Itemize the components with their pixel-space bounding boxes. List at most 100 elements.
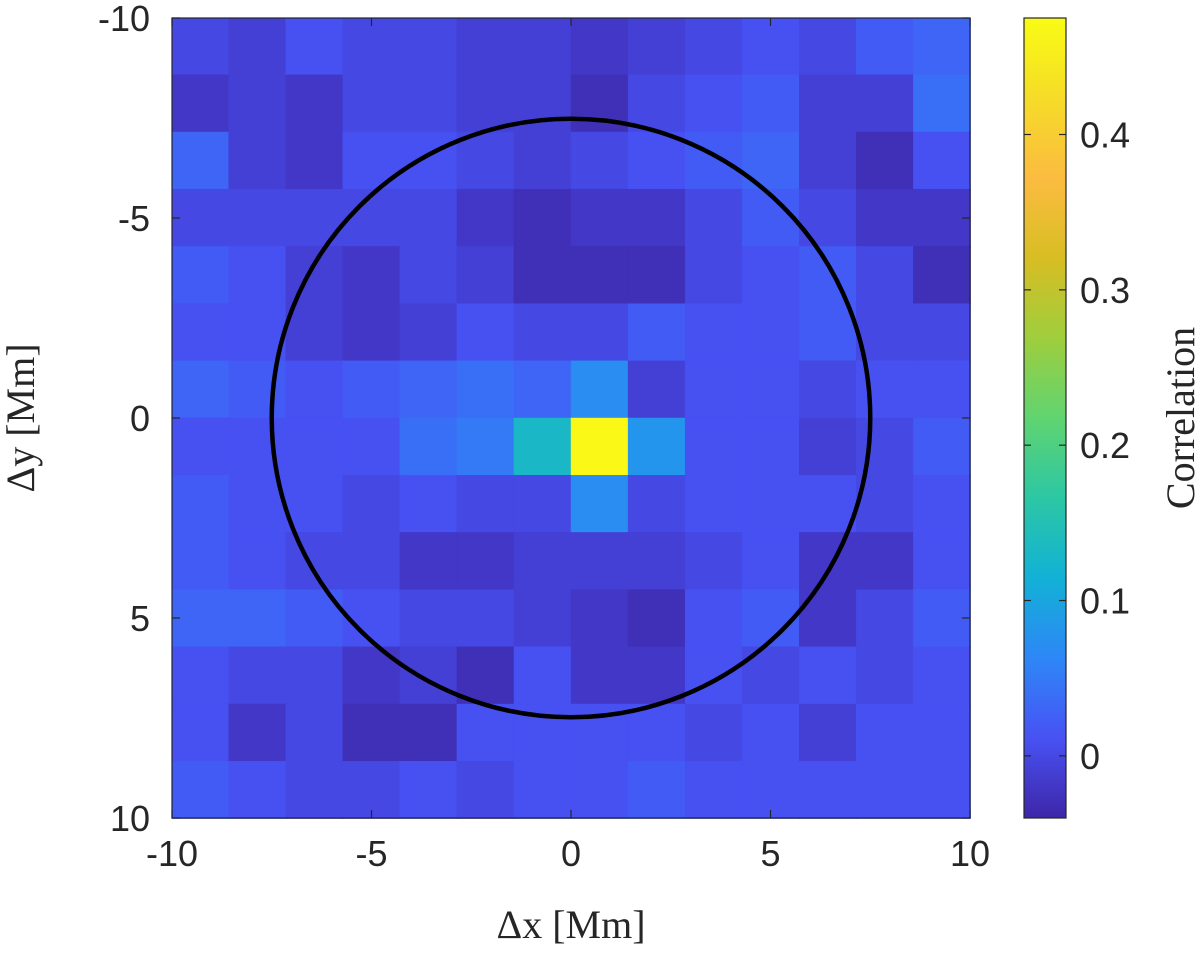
heatmap-cell (913, 303, 971, 362)
colorbar-tick-label: 0 (1080, 736, 1100, 777)
heatmap-cell (513, 417, 572, 476)
heatmap-cell (171, 246, 230, 305)
y-tick-label: 10 (110, 798, 150, 839)
heatmap-cell (684, 589, 743, 648)
y-axis-label: Δy [Mm] (0, 343, 43, 492)
heatmap-cell (799, 703, 858, 762)
heatmap-cell (228, 246, 287, 305)
heatmap-cell (741, 74, 801, 133)
heatmap-cell (399, 646, 458, 705)
heatmap-cell (570, 532, 629, 591)
axis-ticks (171, 17, 971, 819)
x-tick-labels: -10 -5 0 5 10 (146, 833, 990, 874)
heatmap-cell (684, 417, 743, 476)
heatmap-cell (285, 417, 344, 476)
heatmap-cell (513, 646, 572, 705)
colorbar-label: Correlation (1158, 327, 1200, 509)
heatmap-cell (513, 188, 572, 248)
heatmap-cell (171, 360, 230, 419)
heatmap-cell (228, 17, 287, 76)
heatmap-cell (856, 188, 915, 248)
heatmap-cell (856, 646, 915, 705)
heatmap-cell (513, 17, 572, 76)
x-tick-label: 10 (950, 833, 990, 874)
heatmap-cell (342, 74, 401, 133)
colorbar-tick-label: 0.1 (1080, 581, 1130, 622)
heatmap-cell (342, 589, 401, 648)
heatmap-cell (684, 475, 743, 534)
y-tick-label: 5 (130, 598, 150, 639)
heatmap-cell (513, 475, 572, 534)
heatmap-cell (913, 475, 971, 534)
x-tick-label: 5 (760, 833, 780, 874)
heatmap-cell (913, 131, 971, 190)
heatmap-cell (913, 532, 971, 591)
heatmap-cell (456, 74, 515, 133)
heatmap-cell (342, 761, 401, 819)
heatmap-cell (228, 532, 287, 591)
heatmap-cell (799, 417, 858, 476)
heatmap-cell (456, 131, 515, 190)
heatmap-cell (513, 589, 572, 648)
heatmap-cell (171, 475, 230, 534)
heatmap-cell (570, 360, 629, 419)
x-axis-label: Δx [Mm] (496, 902, 645, 947)
heatmap-cell (228, 475, 287, 534)
heatmap-cell (399, 761, 458, 819)
heatmap-cell (342, 703, 401, 762)
x-tick-label: -10 (146, 833, 198, 874)
heatmap-cell (627, 131, 686, 190)
heatmap-cell (285, 475, 344, 534)
heatmap-cell (399, 246, 458, 305)
heatmap-cell (570, 589, 629, 648)
y-tick-labels: -10 -5 0 5 10 (98, 0, 150, 839)
heatmap-cell (627, 703, 686, 762)
heatmap-cell (171, 761, 230, 819)
heatmap-cell (684, 17, 743, 76)
heatmap-cell (456, 703, 515, 762)
heatmap-cell (627, 74, 686, 133)
heatmap-cell (627, 761, 686, 819)
heatmap-cell (228, 131, 287, 190)
heatmap-cell (171, 74, 230, 133)
heatmap-cell (799, 761, 858, 819)
heatmap-cell (456, 17, 515, 76)
heatmap-cell (741, 532, 801, 591)
heatmap-cell (570, 17, 629, 76)
heatmap-cell (285, 17, 344, 76)
radius-circle (269, 116, 873, 720)
heatmap-cell (570, 131, 629, 190)
heatmap-cell (228, 646, 287, 705)
heatmap-cell (456, 646, 515, 705)
heatmap-cell (456, 303, 515, 362)
colorbar-tick-labels: 0 0.1 0.2 0.3 0.4 (1080, 115, 1130, 777)
heatmap-cell (285, 703, 344, 762)
heatmap-cell (399, 589, 458, 648)
heatmap-cell (913, 417, 971, 476)
heatmap-cell (171, 646, 230, 705)
heatmap-cell (456, 532, 515, 591)
heatmap-cell (627, 475, 686, 534)
heatmap-cell (684, 360, 743, 419)
heatmap-cell (171, 589, 230, 648)
heatmap-cell (342, 417, 401, 476)
heatmap-cell (741, 360, 801, 419)
heatmap-cell (228, 761, 287, 819)
heatmap-cell (627, 532, 686, 591)
colorbar-ticks (1024, 133, 1066, 757)
heatmap-cell (741, 761, 801, 819)
heatmap-cell (399, 17, 458, 76)
heatmap-cell (913, 17, 971, 76)
x-tick-label: -5 (355, 833, 387, 874)
heatmap-cell (342, 303, 401, 362)
heatmap-cell (741, 703, 801, 762)
heatmap-cell (285, 761, 344, 819)
heatmap-cell (913, 761, 971, 819)
heatmap-cell (627, 417, 686, 476)
heatmap-cell (399, 532, 458, 591)
colorbar-tick-label: 0.2 (1080, 425, 1130, 466)
heatmap-cell (799, 303, 858, 362)
heatmap-cell (913, 589, 971, 648)
heatmap-cell (285, 74, 344, 133)
heatmap-cell (513, 303, 572, 362)
